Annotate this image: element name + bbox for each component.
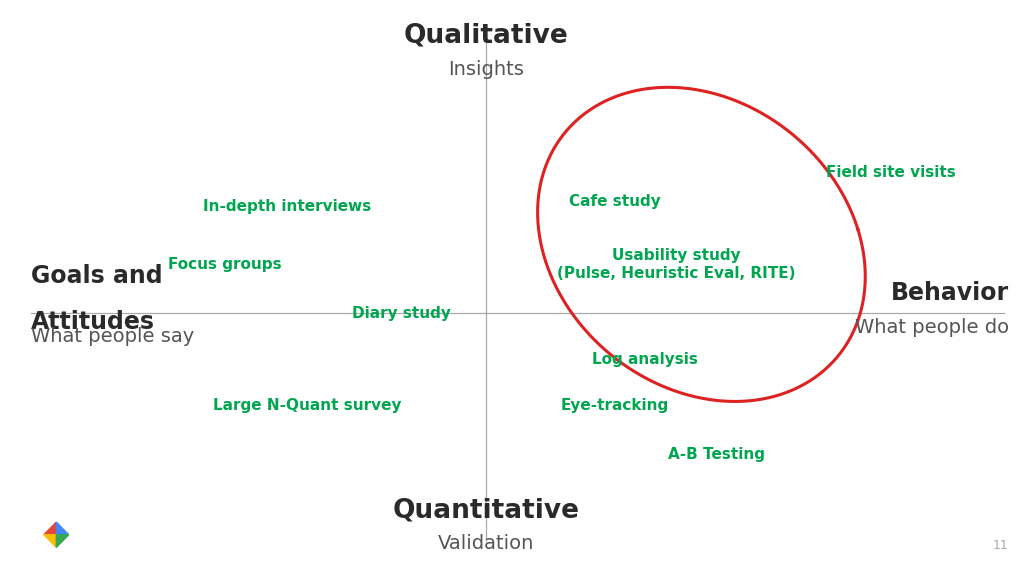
Polygon shape bbox=[44, 535, 56, 547]
Text: A-B Testing: A-B Testing bbox=[669, 447, 765, 462]
Text: Quantitative: Quantitative bbox=[393, 497, 580, 523]
Text: Attitudes: Attitudes bbox=[31, 310, 155, 334]
Text: Log analysis: Log analysis bbox=[592, 352, 698, 367]
Text: In-depth interviews: In-depth interviews bbox=[203, 200, 371, 214]
Polygon shape bbox=[56, 522, 69, 535]
Text: Behavior: Behavior bbox=[891, 281, 1009, 305]
Text: Cafe study: Cafe study bbox=[568, 194, 660, 209]
Polygon shape bbox=[56, 535, 69, 547]
Text: Field site visits: Field site visits bbox=[826, 165, 955, 180]
Text: Large N-Quant survey: Large N-Quant survey bbox=[213, 398, 401, 413]
Text: Eye-tracking: Eye-tracking bbox=[560, 398, 669, 413]
Text: Qualitative: Qualitative bbox=[404, 23, 568, 49]
Text: Diary study: Diary study bbox=[351, 306, 451, 321]
Text: What people say: What people say bbox=[31, 327, 194, 346]
Text: Goals and: Goals and bbox=[31, 264, 163, 288]
Text: Insights: Insights bbox=[449, 60, 524, 79]
Text: Usability study
(Pulse, Heuristic Eval, RITE): Usability study (Pulse, Heuristic Eval, … bbox=[557, 248, 795, 281]
Text: Focus groups: Focus groups bbox=[169, 257, 282, 272]
Text: 11: 11 bbox=[993, 539, 1009, 552]
Polygon shape bbox=[44, 522, 56, 535]
Text: Validation: Validation bbox=[438, 534, 535, 553]
Text: What people do: What people do bbox=[854, 318, 1009, 338]
